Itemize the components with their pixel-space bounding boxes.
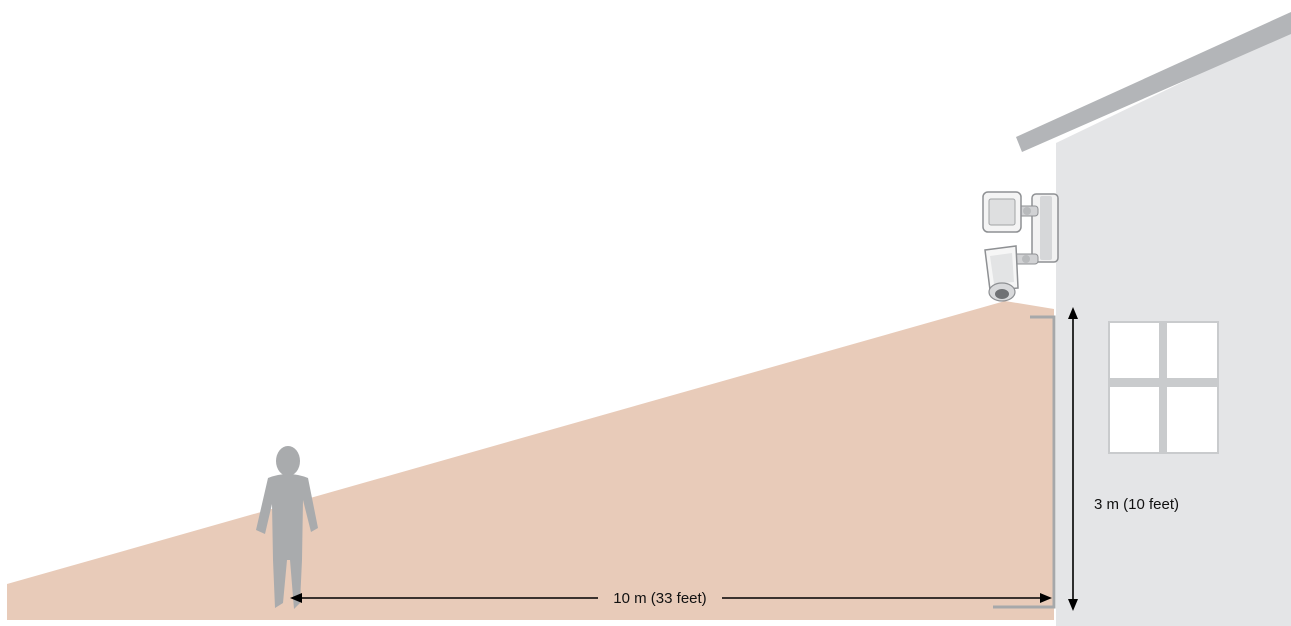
floodlight-camera-icon — [982, 191, 1059, 302]
window-pane-top-left — [1110, 323, 1159, 378]
house-window — [1108, 321, 1219, 454]
house-roof — [1016, 12, 1291, 152]
mounting-height-label: 3 m (10 feet) — [1094, 496, 1179, 513]
mounting-height-arrow — [1068, 307, 1078, 611]
detection-zone — [7, 301, 1054, 620]
window-pane-top-right — [1167, 323, 1217, 378]
window-pane-bottom-right — [1167, 387, 1217, 452]
horizontal-distance-arrow — [290, 593, 1052, 603]
window-pane-bottom-left — [1110, 387, 1159, 452]
wall-height-bracket — [993, 315, 1056, 609]
horizontal-distance-label: 10 m (33 feet) — [613, 590, 706, 607]
person-icon — [256, 446, 318, 609]
